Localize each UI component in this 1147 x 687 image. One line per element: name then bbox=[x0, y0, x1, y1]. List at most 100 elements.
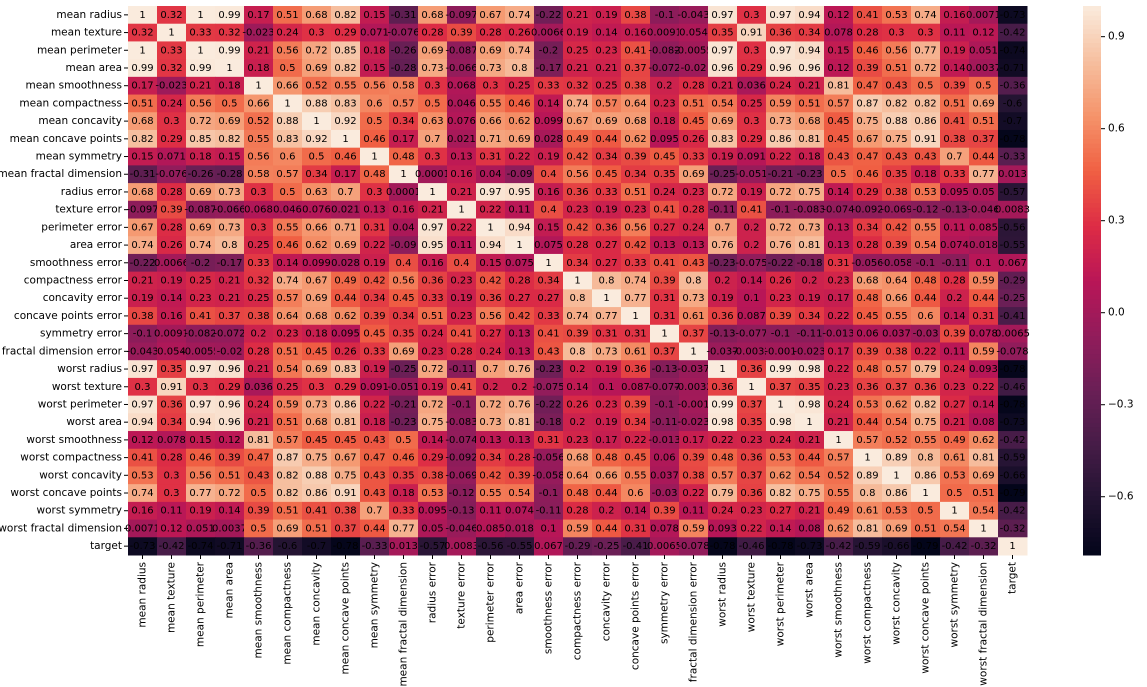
cell-label: 0.98 bbox=[711, 417, 733, 428]
cell-label: 0.99 bbox=[218, 45, 240, 56]
cell-label: 0.72 bbox=[769, 187, 791, 198]
cell-label: 0.39 bbox=[363, 311, 385, 322]
cell-label: 0.43 bbox=[885, 81, 907, 92]
cell-label: -0.078 bbox=[677, 541, 709, 552]
cell-label: 0.48 bbox=[914, 276, 936, 287]
cell-label: 0.21 bbox=[566, 63, 588, 74]
cell-label: 0.51 bbox=[624, 187, 646, 198]
cell-label: 0.91 bbox=[160, 382, 182, 393]
cell-label: 0.37 bbox=[769, 382, 791, 393]
heatmap-cell bbox=[853, 59, 883, 78]
colorbar-segment bbox=[1083, 88, 1101, 94]
heatmap-cell bbox=[679, 59, 709, 78]
cell-label: 0.5 bbox=[251, 523, 267, 534]
cell-label: 0.34 bbox=[798, 28, 820, 39]
heatmap-cell bbox=[331, 76, 361, 96]
cell-label: 0.12 bbox=[972, 28, 994, 39]
x-tick-label: worst area bbox=[804, 562, 816, 618]
heatmap-cell bbox=[273, 6, 303, 25]
heatmap-cell bbox=[157, 289, 187, 308]
cell-label: -0.79 bbox=[1000, 488, 1026, 499]
cell-label: 0.83 bbox=[334, 98, 356, 109]
colorbar-segment bbox=[1083, 239, 1101, 245]
cell-label: 0.47 bbox=[363, 453, 385, 464]
heatmap-cell bbox=[708, 253, 738, 273]
heatmap-cell bbox=[534, 94, 564, 113]
cell-label: 0.071 bbox=[360, 28, 389, 39]
heatmap-cell bbox=[708, 112, 738, 131]
heatmap-cell bbox=[389, 76, 419, 96]
cell-label: 0.43 bbox=[363, 435, 385, 446]
heatmap-cell bbox=[766, 147, 796, 166]
cell-label: 0.21 bbox=[943, 417, 965, 428]
cell-label: 0.36 bbox=[740, 364, 762, 375]
heatmap-cell bbox=[708, 165, 738, 184]
heatmap-cell bbox=[186, 183, 216, 202]
heatmap-cell bbox=[882, 289, 912, 308]
heatmap-cell bbox=[534, 23, 564, 42]
heatmap-cell bbox=[447, 271, 477, 290]
cell-label: -0.037 bbox=[706, 346, 738, 357]
heatmap-cell bbox=[534, 6, 564, 25]
cell-label: -0.082 bbox=[648, 45, 680, 56]
cell-label: 0.58 bbox=[247, 169, 269, 180]
cell-label: 0.73 bbox=[218, 187, 240, 198]
cell-label: -0.023 bbox=[242, 28, 274, 39]
cell-label: -0.73 bbox=[130, 541, 156, 552]
heatmap-cell bbox=[389, 112, 419, 131]
heatmap-cell bbox=[882, 147, 912, 166]
heatmap-cell bbox=[679, 76, 709, 96]
heatmap-cell bbox=[592, 200, 622, 220]
colorbar-segment bbox=[1083, 51, 1101, 57]
heatmap-cell bbox=[679, 253, 709, 273]
heatmap-cell bbox=[679, 94, 709, 113]
cell-label: 0.24 bbox=[769, 435, 791, 446]
heatmap-cell bbox=[563, 183, 593, 202]
cell-label: 0.23 bbox=[276, 329, 298, 340]
heatmap-cell bbox=[650, 342, 680, 361]
cell-label: -0.46 bbox=[1000, 382, 1026, 393]
heatmap-cell bbox=[244, 271, 274, 290]
cell-label: -0.29 bbox=[565, 541, 591, 552]
cell-label: -0.26 bbox=[391, 45, 417, 56]
cell-label: 0.62 bbox=[885, 399, 907, 410]
heatmap-cell bbox=[998, 41, 1028, 60]
heatmap-cell bbox=[476, 289, 506, 308]
heatmap-cell bbox=[592, 360, 622, 379]
cell-label: 0.051 bbox=[969, 45, 998, 56]
colorbar-segment bbox=[1083, 138, 1101, 144]
cell-label: 0.28 bbox=[856, 240, 878, 251]
heatmap-cell bbox=[592, 129, 622, 149]
cell-label: 1 bbox=[139, 45, 145, 56]
cell-label: 0.11 bbox=[943, 346, 965, 357]
heatmap-cell bbox=[650, 59, 680, 78]
cell-label: 0.81 bbox=[856, 523, 878, 534]
heatmap-cell bbox=[273, 165, 303, 184]
cell-label: 0.38 bbox=[885, 346, 907, 357]
colorbar-segment bbox=[1083, 307, 1101, 314]
y-tick-label: mean perimeter bbox=[37, 44, 123, 56]
cell-label: 0.53 bbox=[769, 453, 791, 464]
heatmap-cell bbox=[795, 129, 825, 149]
colorbar-segment bbox=[1083, 468, 1101, 474]
cell-label: 0.11 bbox=[943, 28, 965, 39]
cell-label: 0.7 bbox=[715, 222, 731, 233]
cell-label: 0.021 bbox=[331, 205, 360, 216]
heatmap-cell bbox=[418, 94, 448, 113]
cell-label: 0.15 bbox=[131, 152, 153, 163]
cell-label: 0.42 bbox=[479, 470, 501, 481]
heatmap-cell bbox=[128, 94, 158, 113]
heatmap-cell bbox=[447, 6, 477, 25]
cell-label: 0.54 bbox=[798, 470, 820, 481]
heatmap-cell bbox=[157, 112, 187, 131]
cell-label: 0.46 bbox=[276, 240, 298, 251]
cell-label: 0.08 bbox=[972, 417, 994, 428]
cell-label: 0.53 bbox=[943, 470, 965, 481]
cell-label: 0.51 bbox=[218, 470, 240, 481]
cell-label: 0.47 bbox=[247, 453, 269, 464]
cell-label: 0.37 bbox=[334, 523, 356, 534]
cell-label: 0.8 bbox=[570, 346, 586, 357]
heatmap-cell bbox=[679, 147, 709, 166]
heatmap-cell bbox=[447, 41, 477, 60]
heatmap-cell bbox=[737, 183, 767, 202]
